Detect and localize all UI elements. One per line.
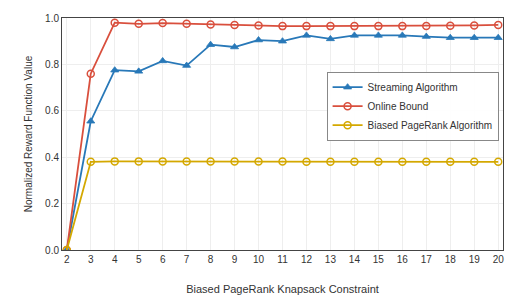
svg-text:12: 12 <box>301 254 313 265</box>
svg-text:Online Bound: Online Bound <box>368 101 429 112</box>
svg-text:9: 9 <box>232 254 238 265</box>
svg-text:0.2: 0.2 <box>45 198 59 209</box>
svg-text:Streaming Algorithm: Streaming Algorithm <box>368 82 458 93</box>
svg-text:0.8: 0.8 <box>45 59 59 70</box>
svg-text:0.6: 0.6 <box>45 105 59 116</box>
svg-text:0.0: 0.0 <box>45 245 59 256</box>
svg-text:15: 15 <box>373 254 385 265</box>
svg-text:14: 14 <box>349 254 361 265</box>
svg-text:7: 7 <box>184 254 190 265</box>
svg-text:8: 8 <box>208 254 214 265</box>
svg-text:10: 10 <box>253 254 265 265</box>
svg-text:18: 18 <box>445 254 457 265</box>
svg-text:1.0: 1.0 <box>45 13 59 24</box>
svg-text:17: 17 <box>421 254 433 265</box>
svg-text:11: 11 <box>277 254 288 265</box>
svg-text:5: 5 <box>136 254 142 265</box>
svg-text:13: 13 <box>325 254 337 265</box>
svg-text:20: 20 <box>493 254 505 265</box>
svg-text:19: 19 <box>469 254 481 265</box>
svg-text:6: 6 <box>160 254 166 265</box>
svg-text:2: 2 <box>64 254 70 265</box>
svg-text:16: 16 <box>397 254 409 265</box>
svg-text:Normalized Reward Function Val: Normalized Reward Function Value <box>23 55 34 212</box>
svg-text:0.4: 0.4 <box>45 152 59 163</box>
svg-text:3: 3 <box>88 254 94 265</box>
svg-text:Biased PageRank Algorithm: Biased PageRank Algorithm <box>368 120 493 131</box>
svg-text:4: 4 <box>112 254 118 265</box>
svg-text:Biased PageRank Knapsack Const: Biased PageRank Knapsack Constraint <box>186 283 379 295</box>
